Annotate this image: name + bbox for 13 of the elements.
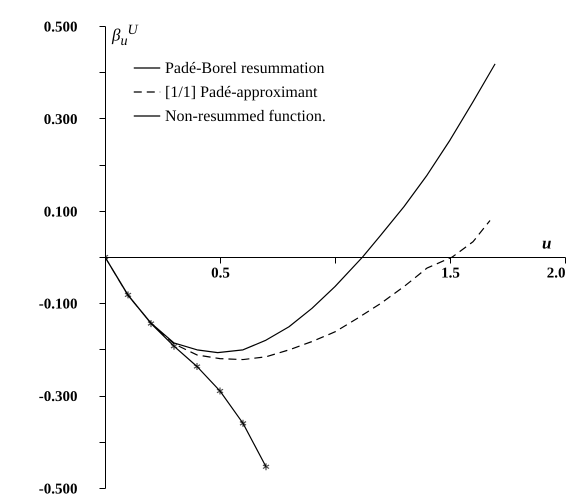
y-tick-label: 0.300 bbox=[44, 112, 78, 128]
y-tick-label: -0.300 bbox=[38, 389, 78, 406]
x-axis-title: u bbox=[542, 234, 552, 252]
y-tick-label: -0.100 bbox=[38, 296, 78, 313]
y-tick-label: 0.100 bbox=[44, 204, 78, 220]
x-tick-label: 0.5 bbox=[211, 266, 230, 282]
x-tick-label: 1.5 bbox=[441, 266, 460, 282]
legend-label: Non-resummed function. bbox=[165, 108, 326, 125]
y-tick-label: -0.500 bbox=[38, 482, 78, 498]
legend-label: [1/1] Padé-approximant bbox=[165, 84, 318, 101]
legend-label: Padé-Borel resummation bbox=[165, 60, 325, 77]
y-tick-label: 0.500 bbox=[44, 20, 78, 36]
x-tick-label: 2.0 bbox=[546, 266, 566, 282]
